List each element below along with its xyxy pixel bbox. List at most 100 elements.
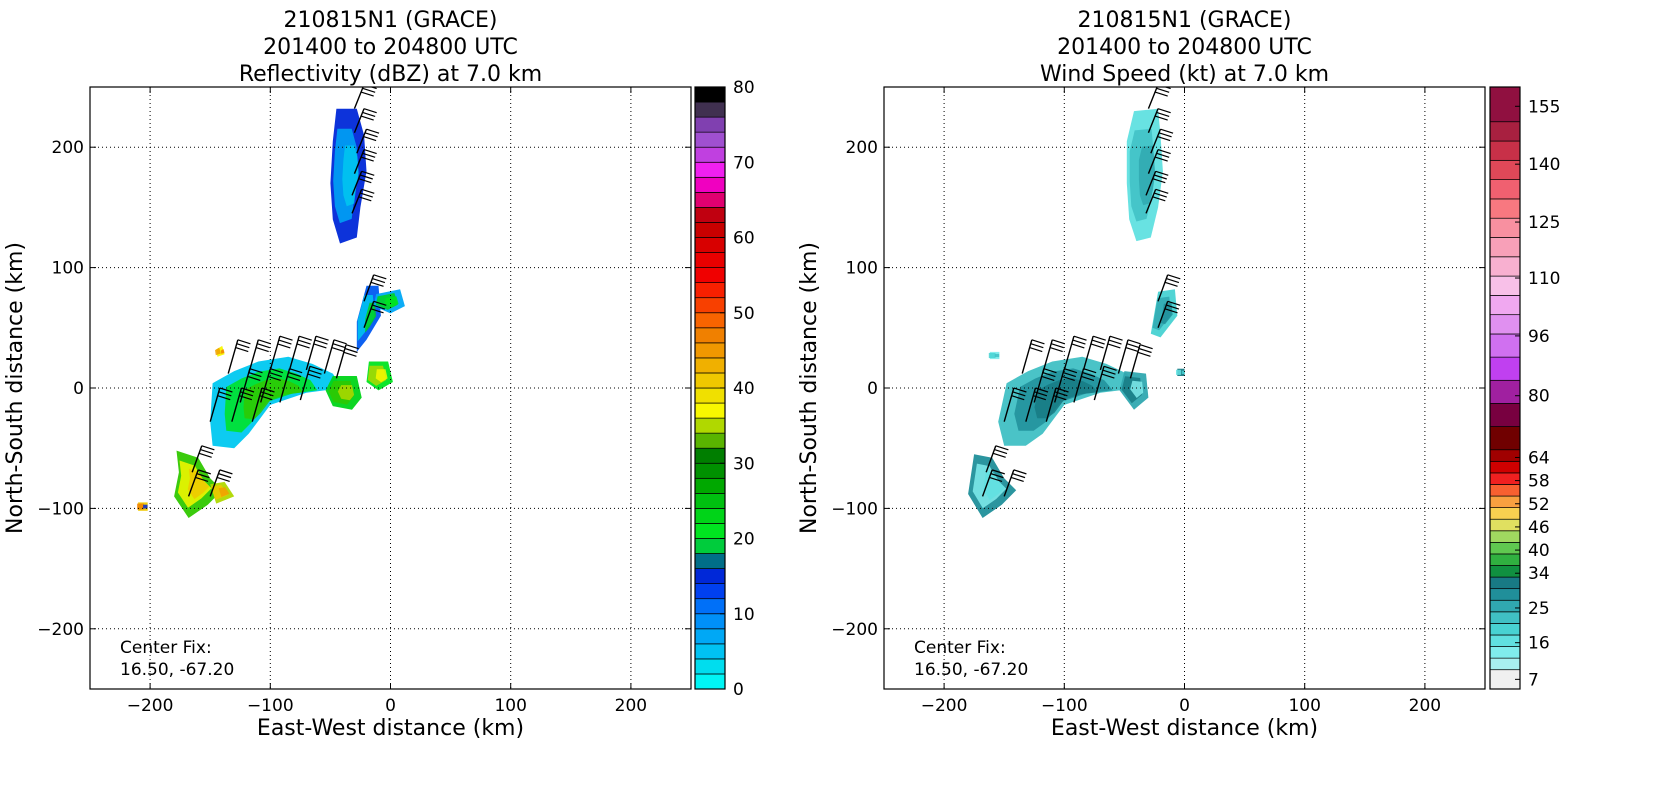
echo-core: [211, 484, 228, 500]
barb-feather: [288, 372, 302, 378]
barb-feather: [1152, 178, 1166, 184]
colorbar-swatch: [694, 176, 726, 193]
barb-feather: [1090, 343, 1104, 349]
barb-feather: [1167, 300, 1181, 306]
barb-feather: [363, 135, 377, 142]
barb-staff: [288, 336, 300, 371]
barb-feather: [261, 387, 275, 393]
barb-feather: [1035, 387, 1049, 393]
barb-staff: [335, 344, 347, 379]
y-tick-label: −200: [37, 620, 84, 640]
barb-staff: [1147, 108, 1159, 134]
barb-feather: [358, 196, 372, 202]
colorbar-tick-label: 60: [733, 229, 755, 249]
colorbar-tick-label: 16: [1528, 634, 1550, 654]
barb-feather: [248, 372, 262, 378]
barb-staff: [353, 108, 365, 134]
barb-feather: [1163, 87, 1171, 90]
colorbar-swatch: [1489, 237, 1521, 258]
chart-title-line: Reflectivity (dBZ) at 7.0 km: [239, 62, 542, 87]
wind-barb: [1073, 368, 1097, 403]
barb-feather: [363, 108, 377, 114]
colorbar-swatch: [1489, 542, 1521, 555]
barb-staff: [299, 366, 311, 401]
barb-feather: [1043, 368, 1057, 374]
barb-staff: [1157, 301, 1169, 329]
echo-core: [143, 504, 148, 509]
barb-feather: [1108, 339, 1122, 345]
wind-barb: [1093, 365, 1117, 401]
x-tick-label: −100: [1041, 696, 1088, 716]
colorbar-swatch: [694, 131, 726, 148]
barb-feather: [289, 368, 303, 374]
barb-feather: [359, 192, 373, 198]
barb-feather: [369, 87, 377, 90]
barb-feather: [370, 308, 384, 314]
chart-title-line: 210815N1 (GRACE): [1078, 8, 1292, 33]
barb-feather: [1167, 274, 1181, 280]
barb-feather: [240, 391, 254, 397]
barb-feather: [1034, 391, 1048, 397]
echo-core: [1138, 145, 1156, 206]
wind-barb: [1157, 274, 1181, 302]
barb-feather: [362, 111, 376, 117]
colorbar-swatch: [694, 613, 726, 630]
center-fix-annotation: 16.50, -67.20: [914, 660, 1028, 680]
x-tick-label: 0: [385, 696, 396, 716]
barb-feather: [296, 343, 310, 349]
barb-staff: [356, 128, 368, 154]
barb-feather: [198, 452, 212, 458]
barb-feather: [1063, 372, 1076, 378]
wind-barb: [335, 344, 359, 379]
colorbar-swatch: [1489, 588, 1521, 601]
colorbar-swatch: [694, 658, 726, 675]
x-tick-label: 100: [494, 696, 526, 716]
barb-feather: [216, 476, 230, 482]
reflectivity-panel: 210815N1 (GRACE)201400 to 204800 UTCRefl…: [3, 8, 755, 741]
colorbar-swatch: [1489, 159, 1521, 180]
colorbar-swatch: [1489, 623, 1521, 636]
barb-feather: [1091, 339, 1105, 345]
barb-staff: [227, 339, 239, 374]
barb-feather: [201, 445, 215, 451]
wind-barb: [351, 170, 375, 196]
barb-feather: [995, 445, 1009, 451]
barb-feather: [1109, 335, 1123, 341]
barb-feather: [1156, 152, 1170, 158]
barb-feather: [1157, 135, 1171, 142]
barb-staff: [351, 189, 363, 214]
colorbar-swatch: [694, 643, 726, 660]
colorbar-swatch: [1489, 565, 1521, 578]
wind-barb: [1150, 128, 1174, 154]
barb-feather: [235, 346, 249, 353]
barb-feather: [219, 469, 233, 475]
barb-feather: [989, 476, 1003, 482]
colorbar-swatch: [694, 312, 726, 329]
wind-barb: [985, 445, 1009, 473]
colorbar-swatch: [1489, 314, 1521, 335]
barb-feather: [1103, 365, 1117, 371]
colorbar-tick-label: 40: [733, 379, 755, 399]
colorbar-tick-label: 80: [1528, 387, 1550, 407]
barb-feather: [360, 115, 374, 121]
wind-barb: [305, 335, 329, 371]
echo-core: [215, 347, 221, 356]
colorbar-swatch: [1489, 599, 1521, 613]
colorbar-swatch: [1489, 333, 1521, 358]
wind-barb: [1003, 387, 1027, 422]
colorbar-swatch: [694, 252, 726, 268]
colorbar-swatch: [1489, 86, 1521, 123]
colorbar-swatch: [1489, 121, 1521, 142]
wind-barb: [269, 335, 293, 371]
wind-barb: [1045, 387, 1069, 422]
y-axis-label: North-South distance (km): [3, 242, 28, 534]
barb-feather: [1152, 196, 1166, 202]
colorbar-swatch: [1489, 646, 1521, 659]
barb-feather: [359, 174, 373, 180]
colorbar-tick-label: 7: [1528, 670, 1539, 690]
wind-barb: [1157, 300, 1181, 329]
barb-feather: [313, 343, 327, 349]
barb-feather: [1064, 368, 1078, 374]
colorbar-swatch: [694, 372, 726, 389]
barb-staff: [1045, 387, 1057, 422]
